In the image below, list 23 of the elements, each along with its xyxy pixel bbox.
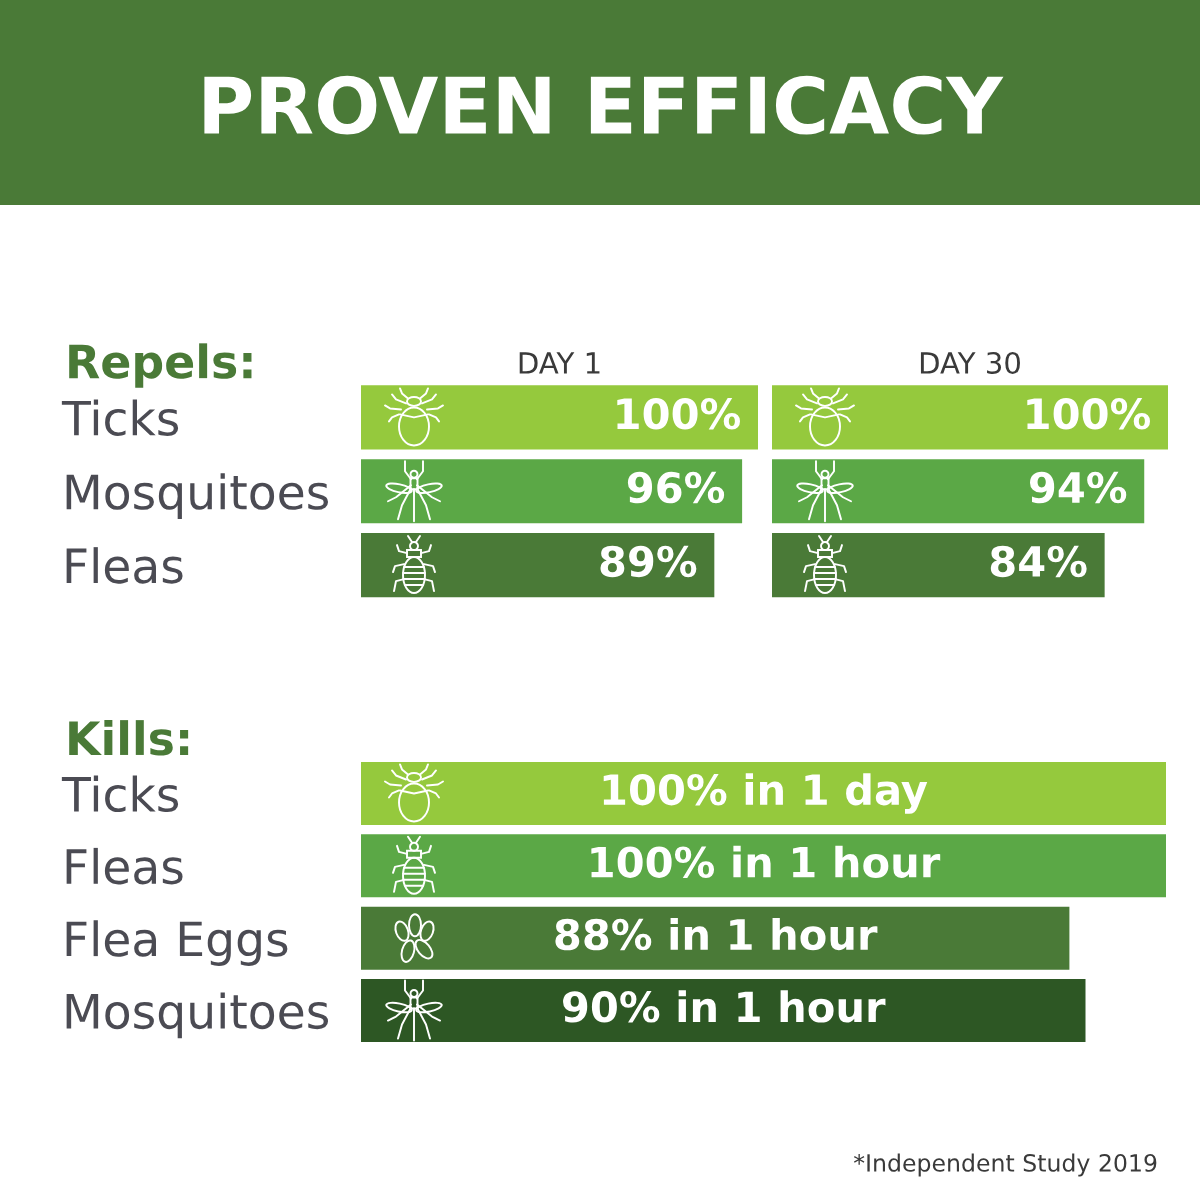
data-label: 88% in 1 hour [555, 918, 878, 951]
y-tick-label: Flea Eggs [66, 920, 288, 966]
y-tick-label: Fleas [66, 547, 183, 584]
data-label: 100% [617, 397, 741, 430]
y-tick-label: Ticks [61, 399, 179, 437]
y-axis-title: Kills: [69, 720, 189, 756]
chart-title: DAY 30 [920, 351, 1020, 374]
y-tick-label: Fleas [66, 847, 183, 885]
data-label: 84% [990, 545, 1087, 578]
data-label: 89% [600, 545, 697, 578]
y-tick-label: Mosquitoes [66, 992, 329, 1039]
data-label: 90% in 1 hour [563, 990, 886, 1023]
text: *Independent Study 2019 [853, 1153, 1157, 1177]
data-label: 94% [1030, 471, 1127, 504]
data-label: 100% in 1 day [603, 773, 928, 814]
data-label: 96% [627, 471, 725, 504]
y-tick-label: Ticks [61, 775, 179, 813]
y-axis-title: Repels: [69, 343, 252, 388]
chart-title: DAY 1 [519, 352, 600, 374]
y-tick-label: Mosquitoes [66, 473, 329, 520]
data-label: 100% [1027, 397, 1151, 430]
text: PROVEN EFFICACY [204, 75, 1004, 135]
data-label: 100% in 1 hour [591, 845, 941, 878]
